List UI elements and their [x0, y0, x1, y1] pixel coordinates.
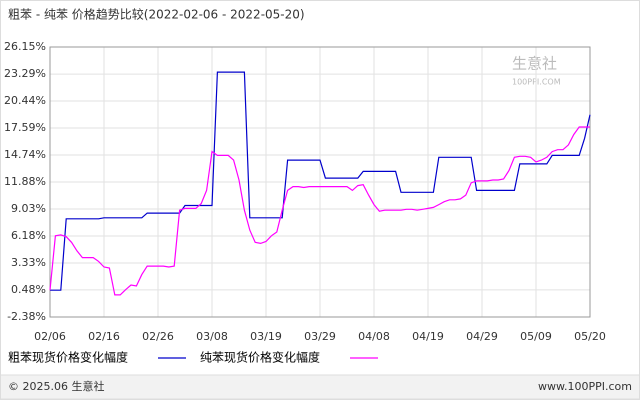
y-tick-label: -2.38%	[7, 310, 46, 323]
x-tick-label: 02/16	[88, 330, 120, 343]
y-tick-label: 3.33%	[11, 256, 46, 269]
watermark-name: 生意社	[512, 55, 557, 73]
footer-left: © 2025.06 生意社	[8, 379, 104, 393]
series-line	[50, 71, 591, 291]
x-tick-label: 03/29	[304, 330, 336, 343]
x-tick-label: 03/08	[196, 330, 228, 343]
legend-label: 粗苯现货价格变化幅度	[8, 350, 128, 365]
x-tick-label: 02/26	[142, 330, 174, 343]
x-tick-label: 04/19	[412, 330, 444, 343]
y-tick-label: 23.29%	[4, 67, 46, 80]
y-tick-label: 9.03%	[11, 202, 46, 215]
legend-label: 纯苯现货价格变化幅度	[200, 350, 320, 365]
y-tick-label: 0.48%	[11, 283, 46, 296]
plot-border	[49, 46, 591, 318]
y-tick-label: 17.59%	[4, 121, 46, 134]
y-tick-label: 14.74%	[4, 148, 46, 161]
footer-right: www.100PPI.com	[538, 380, 632, 393]
footer-bar	[0, 374, 640, 400]
series-line	[49, 126, 590, 296]
x-tick-label: 04/29	[466, 330, 498, 343]
x-tick-label: 03/19	[250, 330, 282, 343]
y-tick-label: 20.44%	[4, 94, 46, 107]
x-tick-label: 05/09	[520, 330, 552, 343]
x-tick-label: 02/06	[34, 330, 66, 343]
y-tick-label: 26.15%	[4, 40, 46, 53]
chart-title: 粗苯 - 纯苯 价格趋势比较(2022-02-06 - 2022-05-20)	[8, 7, 305, 22]
y-tick-label: 11.88%	[4, 175, 46, 188]
x-tick-label: 05/20	[574, 330, 606, 343]
x-tick-label: 04/08	[358, 330, 390, 343]
y-tick-label: 6.18%	[11, 229, 46, 242]
